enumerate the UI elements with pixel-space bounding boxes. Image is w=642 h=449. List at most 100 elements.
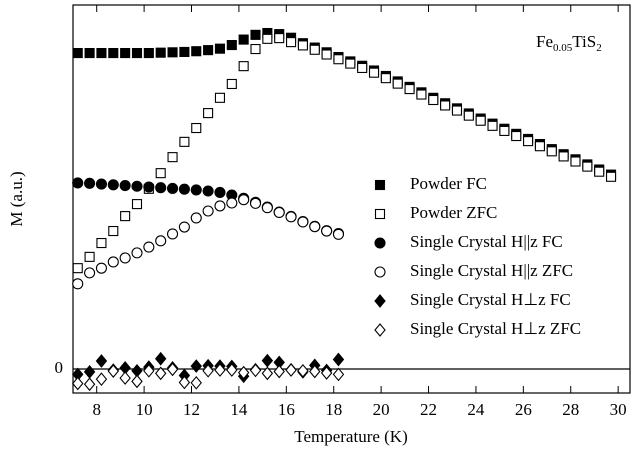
circle-marker — [238, 194, 250, 206]
circle-marker — [285, 211, 297, 223]
x-tick-label: 30 — [610, 400, 627, 419]
diamond-marker — [309, 364, 321, 379]
diamond-marker — [95, 354, 108, 368]
square-marker — [120, 47, 131, 59]
x-tick-label: 20 — [373, 400, 390, 419]
square-marker — [487, 120, 498, 131]
legend-marker — [374, 266, 386, 278]
x-axis-label: Temperature (K) — [294, 427, 408, 446]
square-marker — [203, 108, 214, 119]
square-marker — [250, 43, 261, 55]
circle-marker — [321, 225, 333, 237]
square-marker — [238, 61, 249, 72]
diamond-marker — [237, 365, 250, 380]
circle-marker — [119, 179, 131, 192]
diamond-marker — [332, 367, 345, 382]
circle-marker — [143, 181, 155, 193]
legend-marker — [374, 237, 386, 249]
square-marker — [131, 47, 143, 59]
square-marker — [262, 33, 273, 44]
x-tick-label: 8 — [92, 400, 101, 419]
circle-marker — [143, 241, 155, 253]
diamond-marker — [107, 364, 120, 379]
square-marker — [286, 37, 297, 48]
x-tick-label: 18 — [325, 400, 342, 419]
circle-marker — [131, 247, 143, 259]
legend-label: Single Crystal H⊥z ZFC — [410, 319, 581, 338]
square-marker — [440, 100, 451, 111]
diamond-marker — [249, 363, 262, 378]
diamond-marker — [332, 352, 345, 367]
annotation-text: TiS — [572, 32, 596, 51]
square-marker — [368, 67, 380, 78]
diamond-marker — [154, 351, 167, 366]
square-marker — [131, 199, 143, 210]
diamond-marker — [83, 365, 96, 379]
diamond-marker — [154, 366, 167, 381]
square-marker — [416, 89, 427, 100]
circle-marker — [84, 177, 96, 189]
square-marker — [96, 237, 107, 249]
square-marker — [333, 54, 344, 65]
legend-label: Single Crystal H⊥z FC — [410, 290, 571, 309]
square-marker — [451, 105, 463, 116]
square-marker — [404, 84, 415, 95]
circle-marker — [214, 186, 226, 198]
square-marker — [428, 94, 439, 106]
diamond-marker — [72, 376, 84, 391]
annotation-subscript: 2 — [596, 42, 602, 54]
diamond-marker — [83, 377, 96, 392]
legend-marker — [374, 294, 386, 308]
circle-marker — [202, 205, 214, 217]
diamond-marker — [166, 362, 179, 377]
x-tick-label: 10 — [136, 400, 153, 419]
x-tick-label: 26 — [515, 400, 532, 419]
square-marker — [534, 141, 545, 152]
circle-marker — [95, 178, 107, 190]
circle-marker — [107, 256, 119, 268]
diamond-marker — [119, 371, 131, 385]
square-marker — [511, 130, 522, 142]
square-marker — [345, 58, 356, 69]
legend-label: Powder ZFC — [410, 203, 497, 222]
square-marker — [475, 115, 486, 126]
diamond-marker — [190, 359, 202, 373]
circle-marker — [72, 177, 84, 189]
annotation: Fe0.05TiS2 — [536, 32, 602, 54]
square-marker — [357, 62, 368, 74]
diamond-marker — [143, 363, 155, 378]
square-marker — [179, 46, 190, 58]
x-tick-label: 22 — [420, 400, 437, 419]
circle-marker — [297, 216, 309, 228]
square-marker — [297, 40, 308, 51]
square-marker — [582, 161, 593, 172]
circle-marker — [95, 262, 107, 274]
circle-marker — [166, 182, 179, 194]
square-marker — [274, 33, 285, 44]
diamond-marker — [178, 375, 191, 390]
square-marker — [309, 44, 320, 55]
circle-marker — [309, 221, 321, 233]
square-marker — [84, 251, 95, 262]
diamond-marker — [202, 363, 214, 378]
circle-marker — [84, 267, 96, 279]
diamond-marker — [261, 366, 274, 381]
square-marker — [605, 171, 617, 182]
legend-label: Single Crystal H||z FC — [410, 232, 563, 251]
circle-marker — [178, 221, 190, 233]
square-marker — [72, 47, 83, 59]
circle-marker — [261, 202, 273, 214]
square-marker — [226, 39, 237, 51]
square-marker — [191, 122, 202, 134]
diamond-marker — [190, 375, 202, 390]
annotation-subscript: 0.05 — [553, 42, 573, 54]
circle-marker — [249, 197, 262, 209]
circle-marker — [202, 185, 214, 197]
square-marker — [155, 47, 166, 58]
square-marker — [546, 146, 557, 157]
square-marker — [238, 34, 249, 45]
square-marker — [72, 263, 83, 274]
circle-marker — [131, 180, 143, 192]
diamond-marker — [95, 372, 108, 387]
